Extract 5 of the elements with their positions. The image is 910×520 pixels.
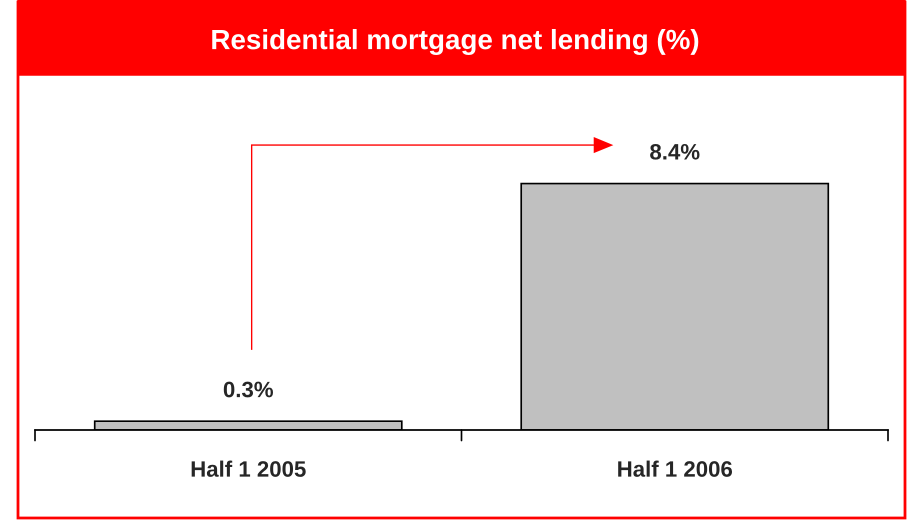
data-label: 0.3%: [224, 382, 273, 398]
chart-title: Residential mortgage net lending (%): [212, 28, 698, 56]
data-label: 8.4%: [650, 144, 700, 160]
x-tick-label: Half 1 2005: [192, 460, 306, 477]
x-tick-label: Half 1 2006: [618, 460, 732, 477]
